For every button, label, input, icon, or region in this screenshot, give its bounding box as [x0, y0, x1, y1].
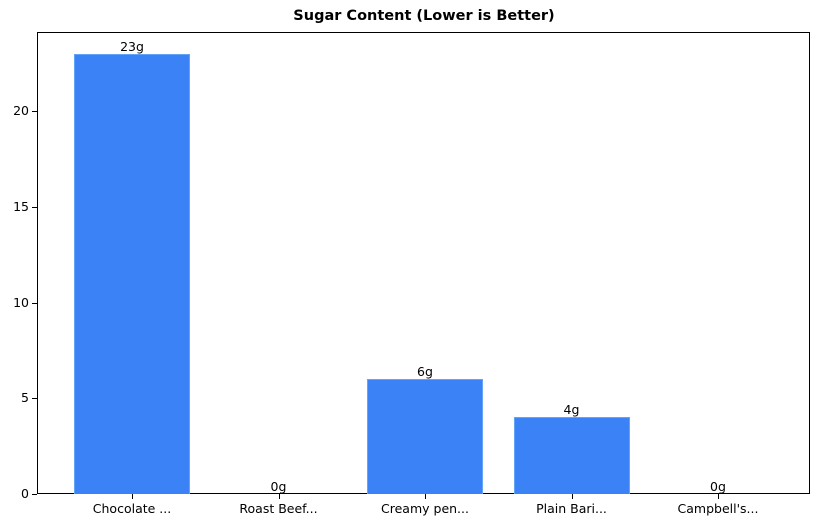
x-tick-label: Plain Bari...: [536, 501, 607, 516]
bar-value-label: 6g: [417, 364, 433, 380]
x-tick-label: Campbell's...: [677, 501, 759, 516]
x-tick: [279, 494, 280, 499]
x-tick: [425, 494, 426, 499]
bar-0[interactable]: [74, 54, 190, 494]
x-tick-label: Creamy pen...: [381, 501, 469, 516]
y-tick-label: 20: [13, 103, 29, 118]
y-tick: [32, 303, 37, 304]
chart-title: Sugar Content (Lower is Better): [293, 8, 555, 24]
x-tick-label: Roast Beef...: [239, 501, 318, 516]
y-tick-label: 0: [21, 486, 29, 501]
x-tick: [572, 494, 573, 499]
bar-2[interactable]: [367, 379, 483, 494]
y-tick: [32, 111, 37, 112]
y-tick: [32, 207, 37, 208]
y-tick: [32, 494, 37, 495]
y-tick: [32, 398, 37, 399]
bar-value-label: 0g: [710, 479, 726, 494]
x-tick: [132, 494, 133, 499]
bar-value-label: 23g: [120, 39, 144, 54]
x-tick: [718, 494, 719, 499]
bar-value-label: 4g: [563, 402, 580, 418]
x-tick-label: Chocolate ...: [92, 501, 172, 516]
y-tick-label: 10: [13, 295, 29, 310]
bar-value-label: 0g: [270, 479, 287, 494]
bar-3[interactable]: [513, 417, 630, 494]
y-tick-label: 5: [21, 390, 29, 405]
y-tick-label: 15: [13, 199, 29, 214]
